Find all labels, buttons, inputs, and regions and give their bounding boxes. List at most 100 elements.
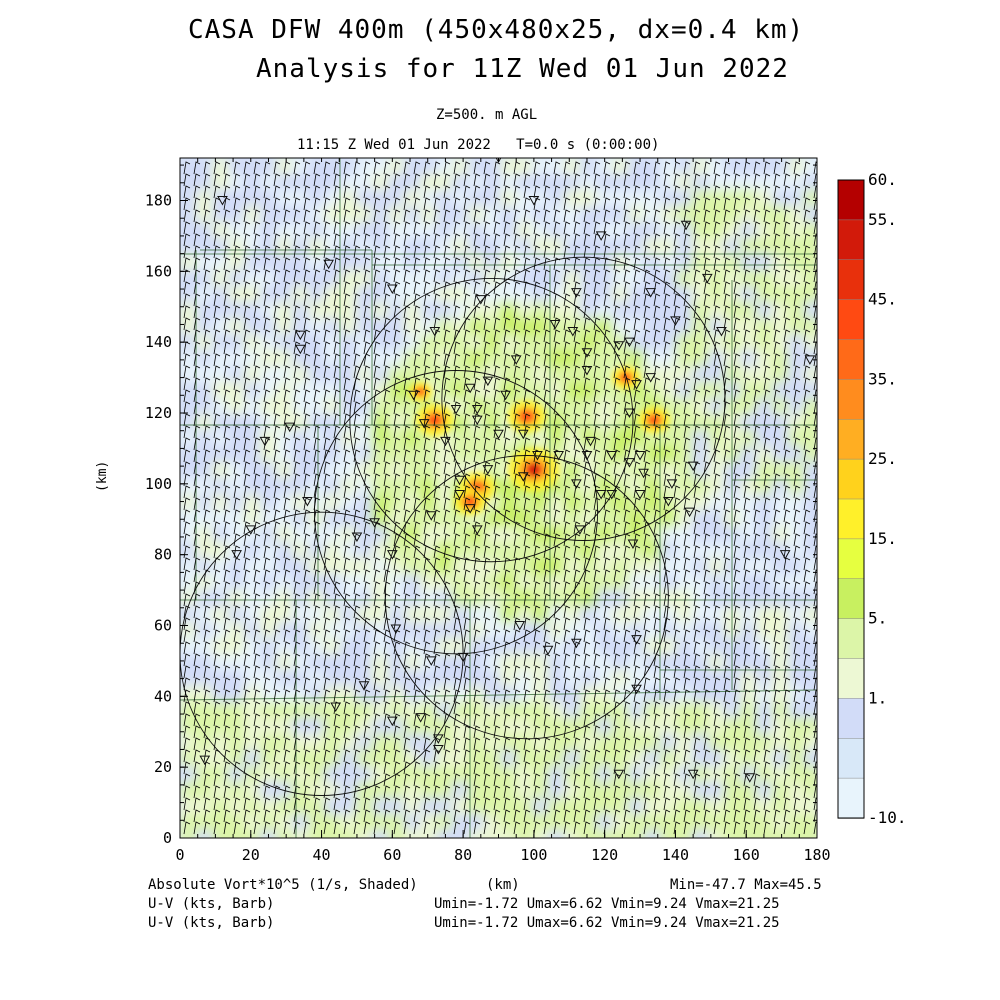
wind-barb xyxy=(433,281,441,295)
field-cell xyxy=(628,750,645,767)
wind-barb xyxy=(183,461,191,475)
wind-barb xyxy=(443,197,451,211)
wind-barb xyxy=(553,497,561,511)
wind-barb xyxy=(543,233,551,247)
wind-barb xyxy=(683,485,691,499)
wind-barb xyxy=(273,617,281,631)
field-cell xyxy=(740,414,757,431)
wind-barb xyxy=(503,257,511,271)
field-cell xyxy=(660,238,677,255)
field-cell xyxy=(324,782,341,799)
wind-barb xyxy=(513,473,521,487)
wind-barb xyxy=(623,581,631,595)
wind-barb xyxy=(583,617,591,631)
wind-barb xyxy=(393,749,401,763)
wind-barb xyxy=(613,245,621,259)
wind-barb xyxy=(413,353,421,367)
wind-barb xyxy=(743,677,751,691)
wind-barb xyxy=(773,713,781,727)
field-cell xyxy=(436,670,453,687)
field-cell xyxy=(244,734,261,751)
wind-barb xyxy=(593,425,601,439)
field-cell xyxy=(276,350,293,367)
wind-barb xyxy=(713,617,721,631)
wind-barb xyxy=(543,617,551,631)
field-cell xyxy=(180,174,197,191)
wind-barb xyxy=(523,161,531,175)
wind-barb xyxy=(673,749,681,763)
wind-barb xyxy=(683,701,691,715)
wind-barb xyxy=(633,665,641,679)
wind-barb xyxy=(543,293,551,307)
wind-barb xyxy=(583,485,591,499)
wind-barb xyxy=(213,677,221,691)
wind-barb xyxy=(633,689,641,703)
wind-barb xyxy=(753,257,761,271)
wind-barb xyxy=(773,617,781,631)
field-cell xyxy=(500,830,517,838)
wind-barbs xyxy=(183,161,817,835)
field-cell xyxy=(356,206,373,223)
field-cell xyxy=(404,830,421,838)
wind-barb xyxy=(223,629,231,643)
wind-barb xyxy=(343,485,351,499)
wind-barb xyxy=(583,161,591,175)
wind-barb xyxy=(293,245,301,259)
field-cell xyxy=(420,670,437,687)
wind-barb xyxy=(443,317,451,331)
wind-barb xyxy=(283,701,291,715)
wind-barb xyxy=(703,401,711,415)
wind-barb xyxy=(223,617,231,631)
wind-barb xyxy=(453,209,461,223)
wind-barb xyxy=(593,269,601,283)
wind-barb xyxy=(723,545,731,559)
wind-barb xyxy=(683,617,691,631)
wind-barb xyxy=(673,305,681,319)
wind-barb xyxy=(563,257,571,271)
wind-barb xyxy=(443,533,451,547)
wind-barb xyxy=(333,317,341,331)
wind-barb xyxy=(473,581,481,595)
field-cell xyxy=(676,334,693,351)
field-cell xyxy=(740,814,757,831)
field-cell xyxy=(180,318,197,335)
wind-barb xyxy=(783,617,791,631)
field-cell xyxy=(244,718,261,735)
wind-barb xyxy=(663,161,671,175)
field-cell xyxy=(788,654,805,671)
wind-barb xyxy=(663,713,671,727)
wind-barb xyxy=(243,353,251,367)
wind-barb xyxy=(263,401,271,415)
field-cell xyxy=(580,190,597,207)
wind-barb xyxy=(743,257,751,271)
field-cell xyxy=(804,430,817,447)
wind-barb xyxy=(773,281,781,295)
wind-barb xyxy=(213,173,221,187)
wind-barb xyxy=(233,437,241,451)
wind-barb xyxy=(713,401,721,415)
wind-barb xyxy=(803,725,811,739)
wind-barb xyxy=(753,281,761,295)
field-cell xyxy=(244,814,261,831)
wind-barb xyxy=(653,461,661,475)
wind-barb xyxy=(313,509,321,523)
wind-barb xyxy=(513,545,521,559)
field-cell xyxy=(260,238,277,255)
field-cell xyxy=(628,318,645,335)
wind-barb xyxy=(303,221,311,235)
wind-barb xyxy=(633,233,641,247)
wind-barb xyxy=(653,293,661,307)
wind-barb xyxy=(233,353,241,367)
field-cell xyxy=(420,750,437,767)
wind-barb xyxy=(243,245,251,259)
field-cell xyxy=(244,350,261,367)
wind-barb xyxy=(743,269,751,283)
wind-barb xyxy=(343,197,351,211)
wind-barb xyxy=(413,233,421,247)
wind-barb xyxy=(683,449,691,463)
wind-barb xyxy=(183,737,191,751)
wind-barb xyxy=(233,221,241,235)
field-cell xyxy=(740,286,757,303)
wind-barb xyxy=(183,413,191,427)
wind-barb xyxy=(503,209,511,223)
